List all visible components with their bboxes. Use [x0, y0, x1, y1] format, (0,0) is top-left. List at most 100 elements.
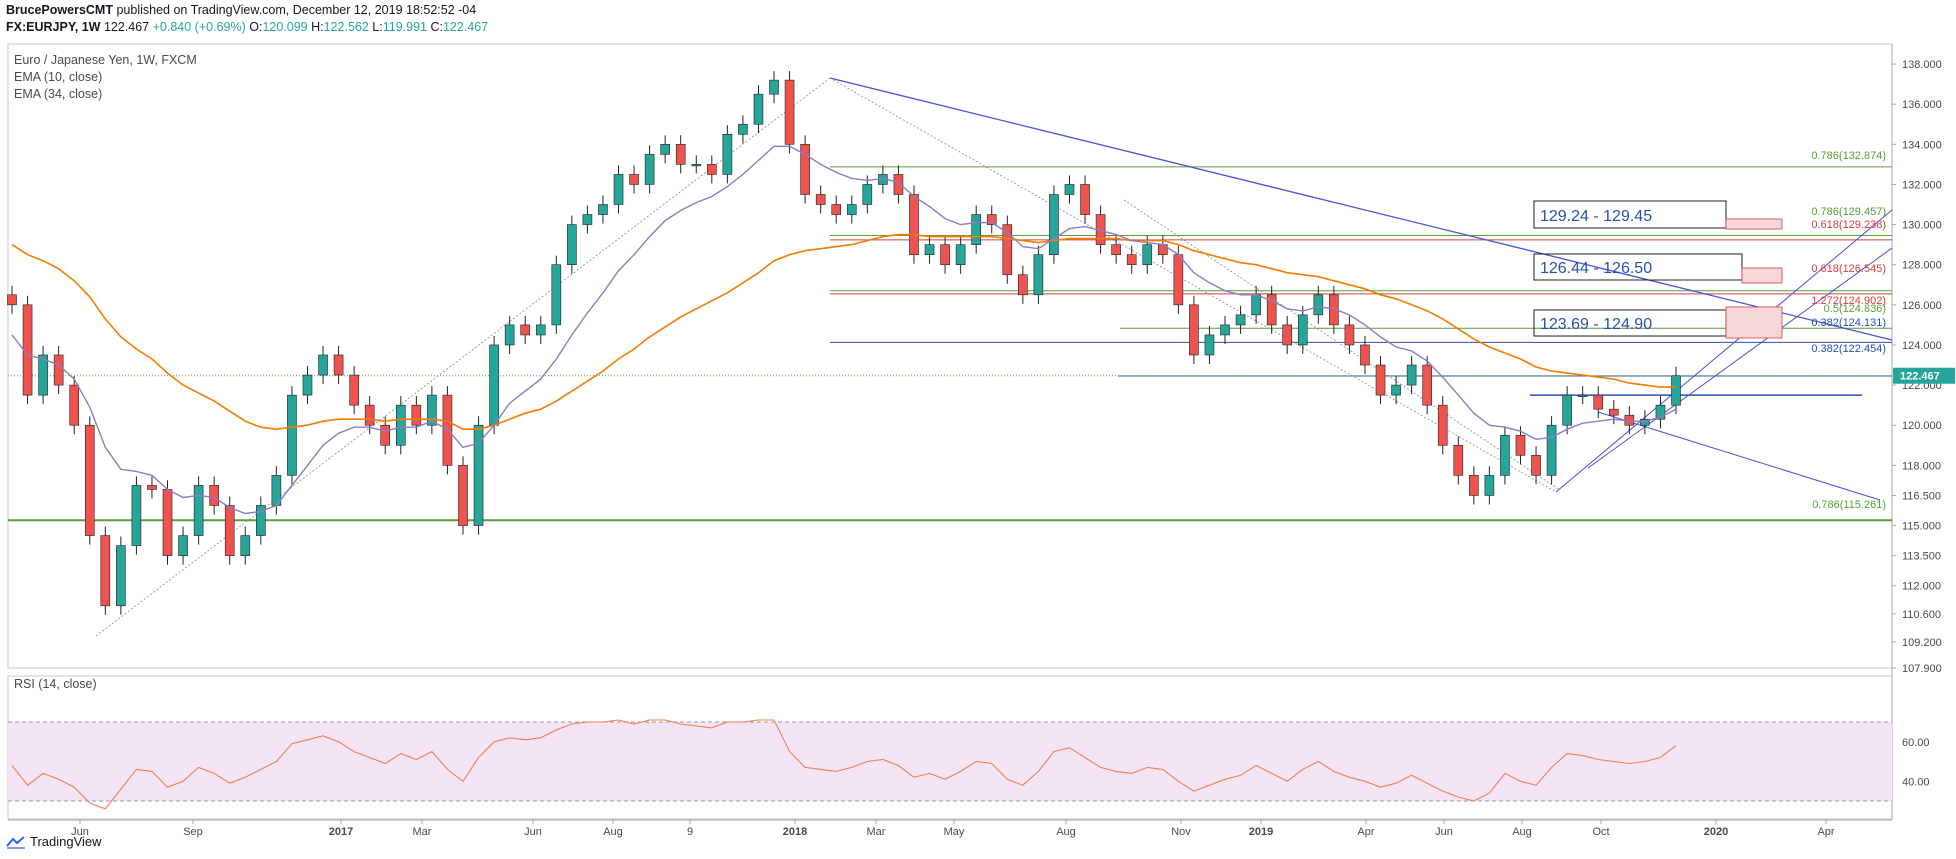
candle-down — [53, 354, 64, 386]
y-tick-label: 120.000 — [1902, 420, 1942, 432]
footer-brand[interactable]: TradingView — [6, 834, 102, 849]
candle-down — [784, 79, 795, 145]
candle-up — [660, 144, 670, 155]
candle-down — [1593, 394, 1604, 410]
y-tick-label: 113.500 — [1902, 551, 1941, 563]
rsi-band — [8, 722, 1892, 801]
candle-down — [84, 424, 95, 536]
target-zone-label: 129.24 - 129.45 — [1540, 208, 1652, 225]
candle-down — [1515, 434, 1526, 456]
candle-down — [629, 174, 639, 185]
y-tick-label: 109.200 — [1902, 637, 1942, 649]
legend-ema10[interactable]: EMA (10, close) — [14, 70, 103, 84]
x-tick-label: Jun — [1435, 826, 1453, 838]
candle-up — [551, 264, 562, 326]
x-tick-label: Jun — [71, 826, 89, 838]
x-tick-label: 2019 — [1249, 826, 1273, 838]
trendline — [829, 77, 1557, 493]
rsi-tick-label: 60.00 — [1902, 737, 1930, 749]
candle-down — [380, 424, 391, 446]
candle-down — [986, 214, 997, 225]
candle-down — [209, 485, 219, 506]
candle-down — [224, 505, 235, 556]
y-tick-label: 115.000 — [1902, 521, 1941, 533]
x-tick-label: 9 — [687, 826, 693, 838]
legend-ema34[interactable]: EMA (34, close) — [14, 87, 103, 101]
fib-annotation: 0.786(129.457) — [1811, 206, 1886, 218]
indicator-legend: Euro / Japanese Yen, 1W, FXCM EMA (10, c… — [14, 52, 197, 103]
target-zone-label: 126.44 - 126.50 — [1540, 260, 1652, 277]
candle-up — [1033, 254, 1044, 296]
close-value: 122.467 — [442, 20, 489, 34]
candle-up — [427, 394, 437, 426]
candle-up — [722, 133, 733, 175]
candle-up — [1220, 324, 1230, 336]
fib-shade-box — [1725, 218, 1783, 230]
candle-up — [1577, 394, 1588, 397]
candle-up — [1640, 418, 1650, 426]
y-tick-label: 118.000 — [1902, 460, 1941, 472]
symbol-label[interactable]: FX:EURJPY, 1W — [6, 20, 101, 34]
rsi-legend[interactable]: RSI (14, close) — [14, 677, 97, 691]
candle-up — [302, 374, 313, 396]
x-tick-label: Aug — [603, 826, 623, 838]
fib-annotation: 1.272(124.902) — [1811, 295, 1886, 307]
x-tick-label: 2018 — [783, 826, 807, 838]
x-tick-label: Aug — [1056, 826, 1076, 838]
trendline — [95, 77, 831, 637]
candle-up — [504, 324, 515, 346]
fib-annotation: 0.786(115.261) — [1812, 499, 1886, 511]
candle-down — [7, 294, 17, 306]
fib-annotation: 0.618(126.545) — [1811, 263, 1886, 275]
candle-down — [147, 485, 157, 490]
fib-annotation: 0.5(124.836) — [1824, 303, 1886, 315]
legend-title[interactable]: Euro / Japanese Yen, 1W, FXCM — [14, 53, 197, 67]
candle-down — [100, 535, 111, 607]
target-zone-box — [1533, 200, 1727, 229]
y-tick-label: 138.000 — [1902, 59, 1942, 71]
candle-up — [691, 164, 702, 167]
candle-down — [909, 194, 919, 255]
candle-up — [567, 224, 577, 266]
current-price-label: 122.467 — [1900, 371, 1940, 383]
candle-up — [1484, 475, 1495, 496]
x-tick-label: 2017 — [329, 826, 353, 838]
candle-down — [1469, 475, 1479, 496]
publish-header: BrucePowersCMT published on TradingView.… — [6, 3, 476, 17]
candle-up — [38, 354, 48, 396]
candle-up — [1235, 314, 1246, 326]
candle-up — [1406, 364, 1417, 386]
y-tick-label: 107.900 — [1902, 663, 1942, 675]
candle-up — [535, 324, 546, 336]
candle-up — [116, 545, 126, 607]
candle-down — [675, 144, 686, 165]
candle-down — [1126, 254, 1137, 266]
x-tick-label: Jun — [524, 826, 542, 838]
trendline — [1555, 209, 1893, 493]
author-name[interactable]: BrucePowersCMT — [6, 3, 113, 17]
high-label: H: — [311, 20, 324, 34]
candle-down — [1437, 404, 1448, 446]
candle-up — [256, 505, 266, 536]
candle-down — [1453, 444, 1464, 476]
y-tick-label: 128.000 — [1902, 260, 1942, 272]
candle-up — [753, 93, 764, 125]
y-tick-label: 130.000 — [1902, 220, 1942, 232]
candle-down — [364, 404, 375, 426]
candle-up — [1655, 404, 1666, 420]
candle-up — [971, 214, 981, 245]
candle-up — [489, 344, 499, 426]
candle-down — [1173, 254, 1184, 306]
candle-up — [1064, 184, 1075, 195]
y-tick-label: 110.600 — [1902, 609, 1941, 621]
trendline — [829, 77, 1893, 341]
candle-up — [1204, 334, 1215, 356]
candle-up — [1049, 194, 1059, 255]
candle-up — [1142, 244, 1153, 266]
open-label: O: — [249, 20, 263, 34]
candle-up — [644, 154, 655, 185]
candle-up — [846, 204, 857, 215]
current-price-badge — [1893, 367, 1955, 384]
candle-down — [1422, 364, 1432, 406]
